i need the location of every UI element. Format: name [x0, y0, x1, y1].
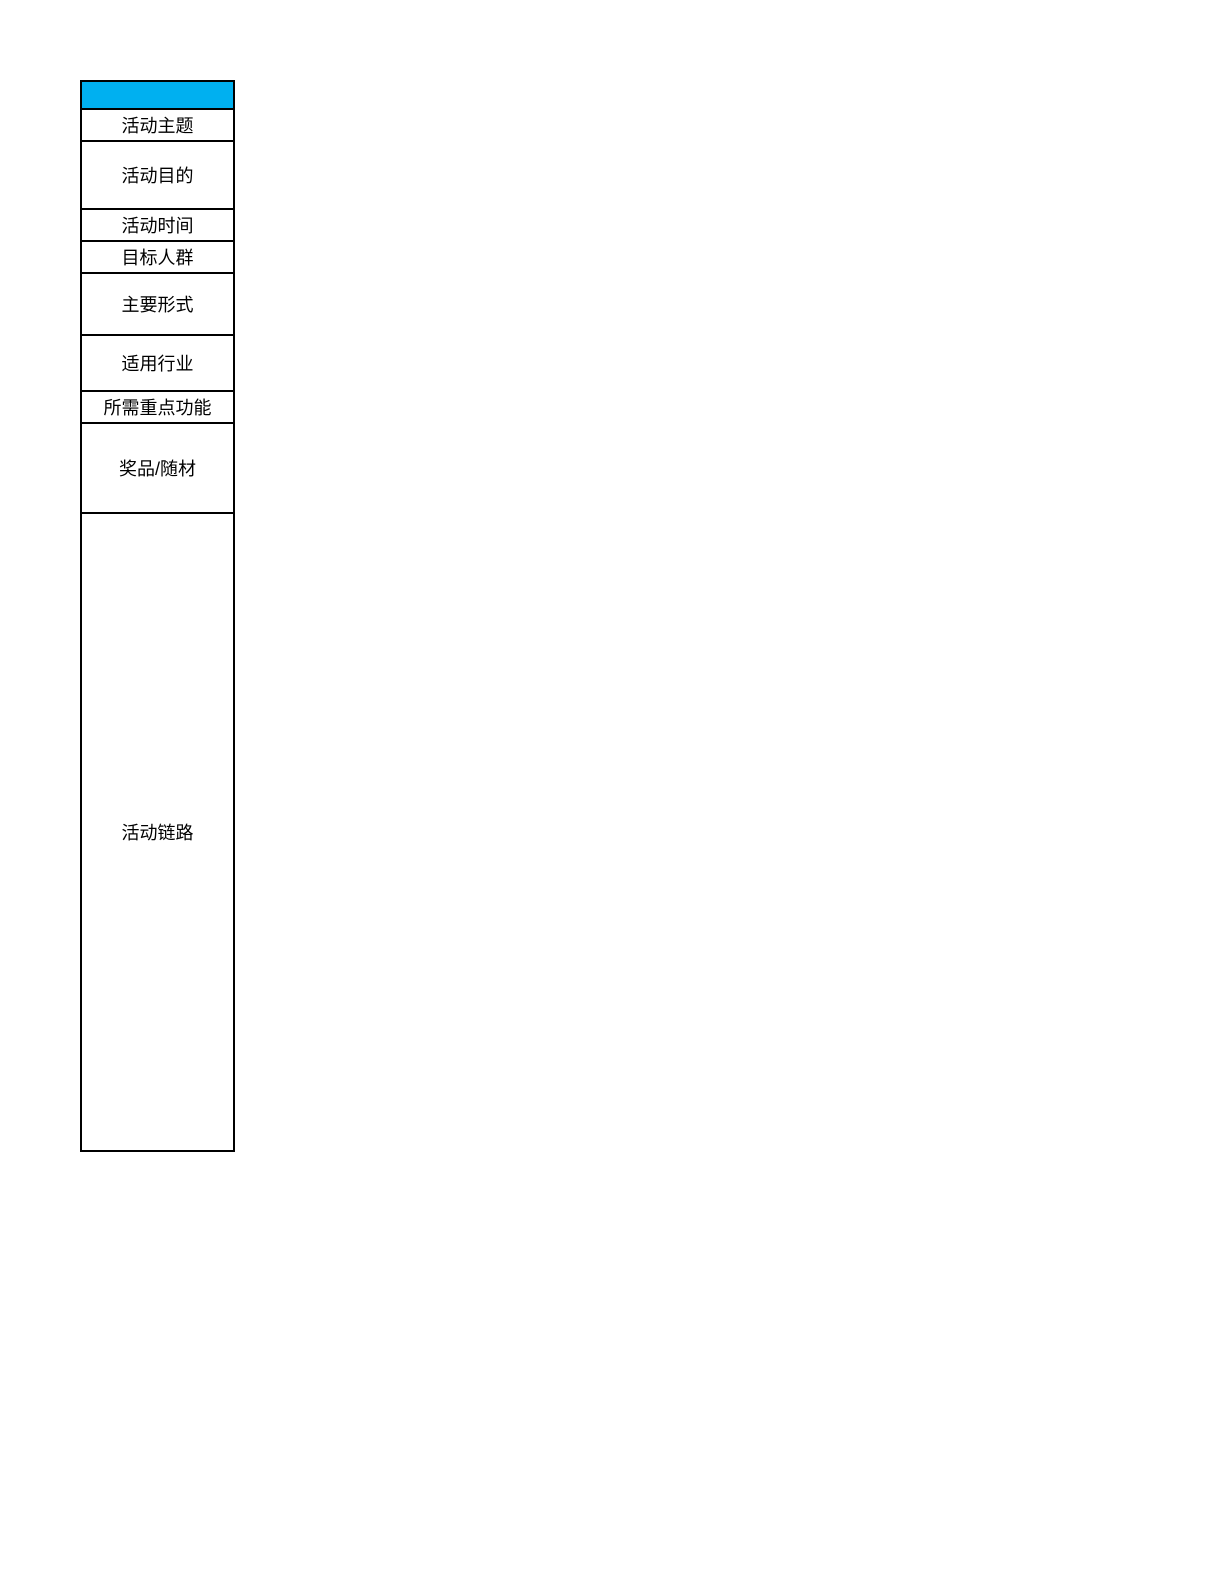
row-theme-label: 活动主题 [81, 109, 234, 141]
row-purpose-label: 活动目的 [81, 141, 234, 209]
row-form-label: 主要形式 [81, 273, 234, 335]
form-table: 活动主题 活动目的 活动时间 目标人群 主要形式 适用行业 所需重点功能 奖品/… [80, 80, 235, 1152]
table-header-cell [81, 81, 234, 109]
row-link-label: 活动链路 [81, 513, 234, 1151]
row-time-label: 活动时间 [81, 209, 234, 241]
row-target-label: 目标人群 [81, 241, 234, 273]
form-table-container: 活动主题 活动目的 活动时间 目标人群 主要形式 适用行业 所需重点功能 奖品/… [80, 80, 235, 1152]
row-prize-label: 奖品/随材 [81, 423, 234, 513]
row-feature-label: 所需重点功能 [81, 391, 234, 423]
row-industry-label: 适用行业 [81, 335, 234, 391]
